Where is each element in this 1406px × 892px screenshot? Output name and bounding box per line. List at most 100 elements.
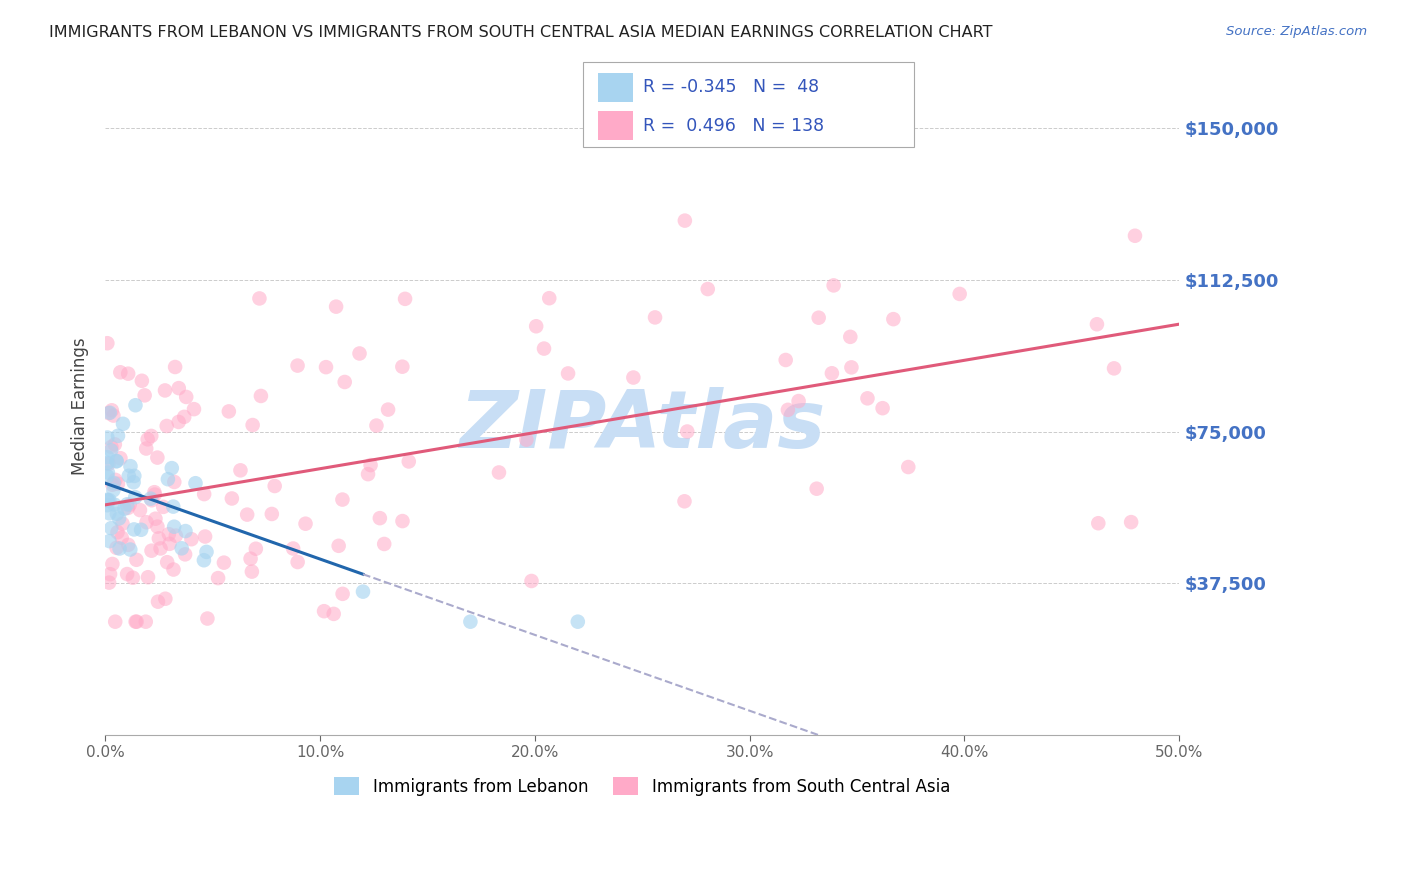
Point (105, 454, 128, 468)
Point (98, 567, 121, 582)
Point (98, 506, 121, 520)
Point (117, 500, 139, 515)
Point (312, 604, 335, 618)
Point (124, 615, 146, 629)
Point (294, 516, 316, 531)
Point (105, 507, 128, 521)
Point (676, 425, 699, 439)
Y-axis label: Median Earnings: Median Earnings (72, 337, 89, 475)
Point (148, 532, 170, 546)
Point (287, 555, 309, 569)
Point (156, 472, 179, 486)
Point (162, 563, 184, 577)
Legend: Immigrants from Lebanon, Immigrants from South Central Asia: Immigrants from Lebanon, Immigrants from… (328, 771, 956, 802)
Point (524, 319, 547, 334)
Point (170, 541, 193, 556)
Point (193, 487, 215, 501)
Point (101, 403, 124, 417)
Point (807, 310, 830, 325)
Point (101, 557, 124, 571)
Point (143, 485, 166, 500)
Point (377, 402, 399, 417)
Point (103, 409, 125, 423)
Point (124, 490, 146, 504)
Point (136, 432, 159, 446)
Point (394, 292, 416, 306)
Point (111, 516, 134, 531)
Point (236, 508, 259, 522)
Point (162, 500, 184, 514)
Point (366, 418, 388, 433)
Text: IMMIGRANTS FROM LEBANON VS IMMIGRANTS FROM SOUTH CENTRAL ASIA MEDIAN EARNINGS CO: IMMIGRANTS FROM LEBANON VS IMMIGRANTS FR… (49, 25, 993, 40)
Point (103, 498, 125, 512)
Point (349, 346, 371, 360)
Point (221, 491, 243, 506)
Point (135, 515, 157, 529)
Point (1121, 515, 1143, 529)
Point (118, 468, 141, 483)
Point (775, 353, 797, 368)
Point (122, 523, 145, 537)
Point (149, 541, 172, 556)
Point (122, 571, 145, 585)
Text: ZIPAtlas: ZIPAtlas (460, 387, 825, 465)
Point (212, 556, 235, 570)
Point (776, 402, 799, 417)
Point (131, 374, 153, 388)
Point (373, 537, 395, 551)
Point (135, 442, 157, 456)
Point (250, 389, 273, 403)
Point (621, 370, 644, 384)
Point (696, 282, 718, 296)
Point (100, 440, 122, 454)
Point (557, 367, 579, 381)
Point (100, 443, 122, 458)
Point (538, 291, 561, 305)
Text: R =  0.496   N = 138: R = 0.496 N = 138 (643, 117, 824, 135)
Point (136, 570, 159, 584)
Point (146, 519, 169, 533)
Point (152, 500, 174, 514)
Point (117, 367, 139, 381)
Point (167, 381, 190, 395)
Point (125, 553, 148, 567)
Point (117, 497, 139, 511)
Point (249, 292, 271, 306)
Point (96, 431, 118, 445)
Point (108, 511, 131, 525)
Point (360, 458, 382, 472)
Point (141, 493, 163, 508)
Point (110, 451, 132, 466)
Point (96, 336, 118, 351)
Point (118, 498, 141, 512)
Point (156, 419, 179, 434)
Point (155, 591, 177, 606)
Point (145, 512, 167, 526)
Point (823, 278, 845, 293)
Point (174, 547, 197, 561)
Point (263, 479, 285, 493)
Point (111, 417, 134, 431)
Point (129, 503, 152, 517)
Point (821, 366, 844, 380)
Point (107, 525, 129, 540)
Point (897, 460, 920, 475)
Point (117, 538, 139, 552)
Point (218, 404, 240, 418)
Point (105, 541, 128, 555)
Point (107, 476, 129, 491)
Point (1087, 516, 1109, 531)
Point (194, 529, 217, 543)
Point (129, 523, 152, 537)
Point (96, 456, 118, 470)
Point (96, 469, 118, 483)
Point (839, 330, 862, 344)
Point (165, 359, 187, 374)
Point (183, 402, 205, 417)
Point (195, 545, 218, 559)
Point (98, 575, 121, 590)
Point (156, 555, 179, 569)
Point (112, 501, 135, 516)
Point (96, 493, 118, 508)
Point (104, 437, 127, 451)
